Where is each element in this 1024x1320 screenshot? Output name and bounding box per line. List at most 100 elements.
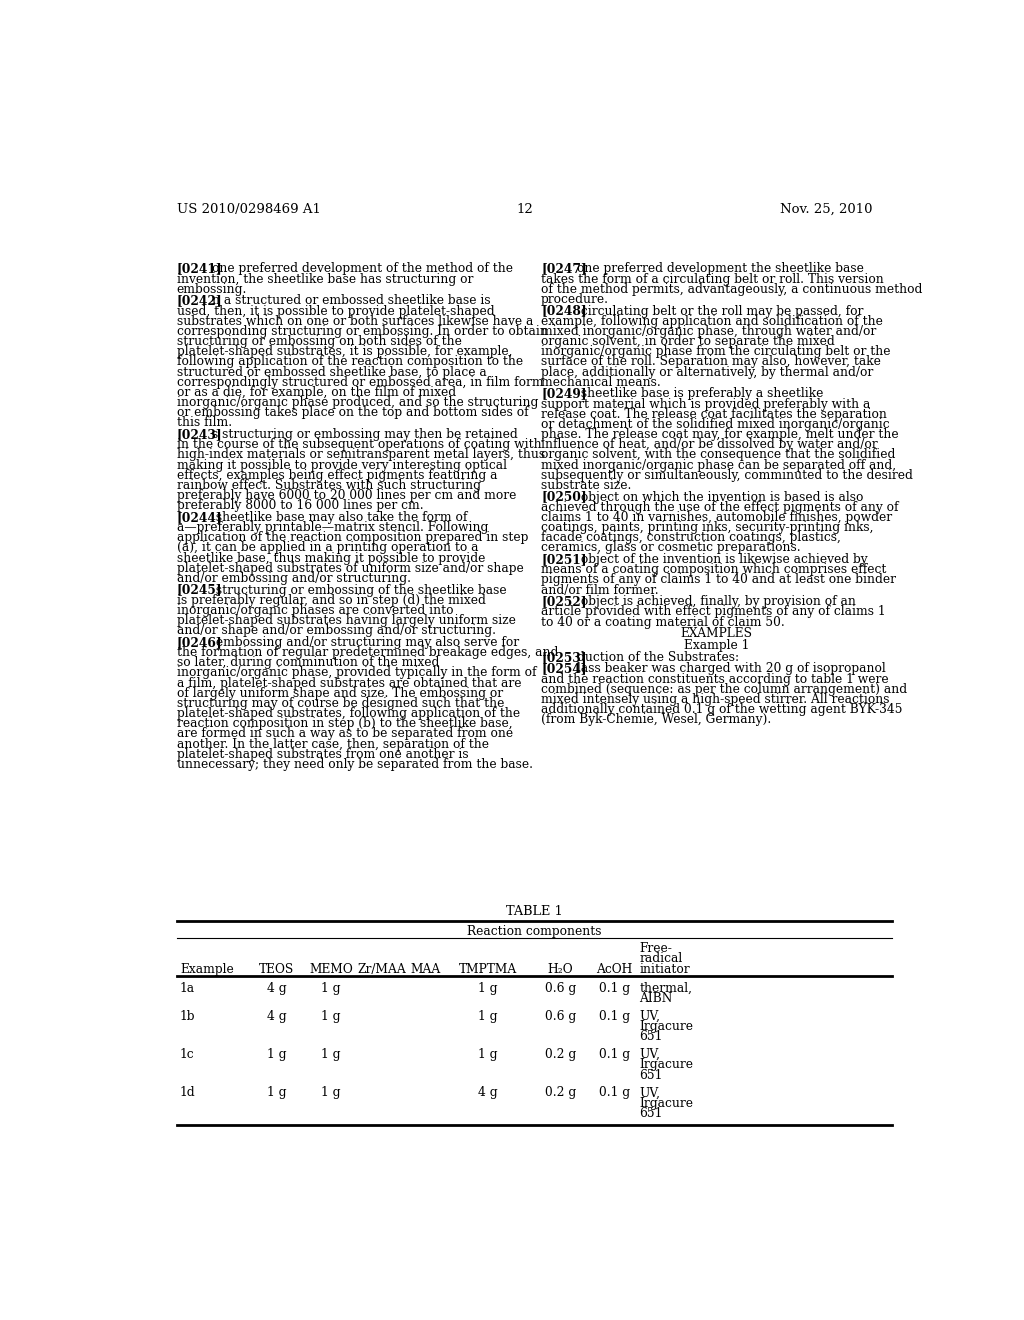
Text: procedure.: procedure. — [541, 293, 609, 306]
Text: 4 g: 4 g — [478, 1086, 498, 1100]
Text: [0248]: [0248] — [541, 305, 587, 318]
Text: 1 g: 1 g — [267, 1086, 287, 1100]
Text: 0.6 g: 0.6 g — [545, 1010, 577, 1023]
Text: this film.: this film. — [177, 416, 232, 429]
Text: structuring or embossing of the sheetlike base: structuring or embossing of the sheetlik… — [212, 583, 507, 597]
Text: place, additionally or alternatively, by thermal and/or: place, additionally or alternatively, by… — [541, 366, 873, 379]
Text: platelet-shaped substrates of uniform size and/or shape: platelet-shaped substrates of uniform si… — [177, 562, 523, 574]
Text: platelet-shaped substrates from one another is: platelet-shaped substrates from one anot… — [177, 747, 468, 760]
Text: TEOS: TEOS — [259, 962, 295, 975]
Text: unnecessary; they need only be separated from the base.: unnecessary; they need only be separated… — [177, 758, 532, 771]
Text: subsequently or simultaneously, comminuted to the desired: subsequently or simultaneously, comminut… — [541, 469, 913, 482]
Text: 0.1 g: 0.1 g — [599, 1086, 630, 1100]
Text: pigments of any of claims 1 to 40 and at least one binder: pigments of any of claims 1 to 40 and at… — [541, 573, 896, 586]
Text: TABLE 1: TABLE 1 — [506, 906, 563, 919]
Text: UV,: UV, — [640, 1010, 660, 1023]
Text: sheetlike base is preferably a sheetlike: sheetlike base is preferably a sheetlike — [577, 387, 823, 400]
Text: Nov. 25, 2010: Nov. 25, 2010 — [780, 203, 872, 216]
Text: so later, during comminution of the mixed: so later, during comminution of the mixe… — [177, 656, 439, 669]
Text: takes the form of a circulating belt or roll. This version: takes the form of a circulating belt or … — [541, 272, 884, 285]
Text: phase. The release coat may, for example, melt under the: phase. The release coat may, for example… — [541, 428, 899, 441]
Text: structuring or embossing on both sides of the: structuring or embossing on both sides o… — [177, 335, 462, 348]
Text: claims 1 to 40 in varnishes, automobile finishes, powder: claims 1 to 40 in varnishes, automobile … — [541, 511, 892, 524]
Text: TMPTMA: TMPTMA — [459, 962, 517, 975]
Text: Zr/MAA: Zr/MAA — [357, 962, 406, 975]
Text: MEMO: MEMO — [309, 962, 353, 975]
Text: [0251]: [0251] — [541, 553, 587, 566]
Text: Free-: Free- — [640, 942, 673, 956]
Text: sheetlike base, thus making it possible to provide: sheetlike base, thus making it possible … — [177, 552, 485, 565]
Text: duction of the Substrates:: duction of the Substrates: — [577, 651, 738, 664]
Text: and/or shape and/or embossing and/or structuring.: and/or shape and/or embossing and/or str… — [177, 624, 496, 638]
Text: embossing and/or structuring may also serve for: embossing and/or structuring may also se… — [212, 636, 519, 649]
Text: 1 g: 1 g — [478, 982, 498, 995]
Text: application of the reaction composition prepared in step: application of the reaction composition … — [177, 531, 528, 544]
Text: example, following application and solidification of the: example, following application and solid… — [541, 314, 883, 327]
Text: 651: 651 — [640, 1069, 663, 1081]
Text: used, then, it is possible to provide platelet-shaped: used, then, it is possible to provide pl… — [177, 305, 495, 318]
Text: effects, examples being effect pigments featuring a: effects, examples being effect pigments … — [177, 469, 498, 482]
Text: facade coatings, construction coatings, plastics,: facade coatings, construction coatings, … — [541, 531, 841, 544]
Text: organic solvent, in order to separate the mixed: organic solvent, in order to separate th… — [541, 335, 835, 348]
Text: of largely uniform shape and size. The embossing or: of largely uniform shape and size. The e… — [177, 686, 503, 700]
Text: is preferably regular, and so in step (d) the mixed: is preferably regular, and so in step (d… — [177, 594, 485, 607]
Text: sheetlike base may also take the form of: sheetlike base may also take the form of — [212, 511, 468, 524]
Text: corresponding structuring or embossing. In order to obtain: corresponding structuring or embossing. … — [177, 325, 548, 338]
Text: 1b: 1b — [180, 1010, 196, 1023]
Text: object is achieved, finally, by provision of an: object is achieved, finally, by provisio… — [577, 595, 855, 609]
Text: structuring may of course be designed such that the: structuring may of course be designed su… — [177, 697, 504, 710]
Text: 0.2 g: 0.2 g — [545, 1086, 577, 1100]
Text: 1a: 1a — [180, 982, 195, 995]
Text: mixed inorganic/organic phase, through water and/or: mixed inorganic/organic phase, through w… — [541, 325, 877, 338]
Text: [0243]: [0243] — [177, 428, 222, 441]
Text: 0.1 g: 0.1 g — [599, 1010, 630, 1023]
Text: inorganic/organic phase, provided typically in the form of: inorganic/organic phase, provided typica… — [177, 667, 537, 680]
Text: 4 g: 4 g — [267, 982, 287, 995]
Text: 1 g: 1 g — [322, 1086, 341, 1100]
Text: AIBN: AIBN — [640, 993, 673, 1005]
Text: Example 1: Example 1 — [684, 639, 750, 652]
Text: support material which is provided preferably with a: support material which is provided prefe… — [541, 397, 870, 411]
Text: release coat. The release coat facilitates the separation: release coat. The release coat facilitat… — [541, 408, 887, 421]
Text: correspondingly structured or embossed area, in film form: correspondingly structured or embossed a… — [177, 376, 544, 388]
Text: and/or embossing and/or structuring.: and/or embossing and/or structuring. — [177, 572, 411, 585]
Text: object on which the invention is based is also: object on which the invention is based i… — [577, 491, 863, 503]
Text: additionally contained 0.1 g of the wetting agent BYK-345: additionally contained 0.1 g of the wett… — [541, 704, 902, 715]
Text: one preferred development the sheetlike base: one preferred development the sheetlike … — [577, 263, 863, 276]
Text: [0242]: [0242] — [177, 294, 222, 308]
Text: one preferred development of the method of the: one preferred development of the method … — [212, 263, 513, 276]
Text: Example: Example — [180, 962, 233, 975]
Text: ceramics, glass or cosmetic preparations.: ceramics, glass or cosmetic preparations… — [541, 541, 801, 554]
Text: the formation of regular predetermined breakage edges, and: the formation of regular predetermined b… — [177, 645, 558, 659]
Text: organic solvent, with the consequence that the solidified: organic solvent, with the consequence th… — [541, 449, 895, 462]
Text: Irgacure: Irgacure — [640, 1097, 693, 1110]
Text: structured or embossed sheetlike base, to place a: structured or embossed sheetlike base, t… — [177, 366, 486, 379]
Text: [0241]: [0241] — [177, 263, 222, 276]
Text: and/or film former.: and/or film former. — [541, 583, 658, 597]
Text: UV,: UV, — [640, 1086, 660, 1100]
Text: 651: 651 — [640, 1031, 663, 1043]
Text: inorganic/organic phase produced, and so the structuring: inorganic/organic phase produced, and so… — [177, 396, 539, 409]
Text: rainbow effect. Substrates with such structuring: rainbow effect. Substrates with such str… — [177, 479, 481, 492]
Text: Irgacure: Irgacure — [640, 1020, 693, 1034]
Text: a—preferably printable—matrix stencil. Following: a—preferably printable—matrix stencil. F… — [177, 521, 488, 535]
Text: 1 g: 1 g — [478, 1048, 498, 1061]
Text: making it possible to provide very interesting optical: making it possible to provide very inter… — [177, 458, 507, 471]
Text: lass beaker was charged with 20 g of isopropanol: lass beaker was charged with 20 g of iso… — [577, 663, 886, 676]
Text: or as a die, for example, on the film of mixed: or as a die, for example, on the film of… — [177, 385, 456, 399]
Text: UV,: UV, — [640, 1048, 660, 1061]
Text: coatings, paints, printing inks, security-printing inks,: coatings, paints, printing inks, securit… — [541, 521, 873, 535]
Text: radical: radical — [640, 953, 683, 965]
Text: AcOH: AcOH — [597, 962, 633, 975]
Text: n a structured or embossed sheetlike base is: n a structured or embossed sheetlike bas… — [212, 294, 490, 308]
Text: [0247]: [0247] — [541, 263, 587, 276]
Text: following application of the reaction composition to the: following application of the reaction co… — [177, 355, 523, 368]
Text: embossing.: embossing. — [177, 282, 247, 296]
Text: influence of heat, and/or be dissolved by water and/or: influence of heat, and/or be dissolved b… — [541, 438, 878, 451]
Text: invention, the sheetlike base has structuring or: invention, the sheetlike base has struct… — [177, 272, 473, 285]
Text: initiator: initiator — [640, 962, 690, 975]
Text: US 2010/0298469 A1: US 2010/0298469 A1 — [177, 203, 321, 216]
Text: 1 g: 1 g — [267, 1048, 287, 1061]
Text: to 40 or a coating material of claim 50.: to 40 or a coating material of claim 50. — [541, 615, 784, 628]
Text: 1d: 1d — [180, 1086, 196, 1100]
